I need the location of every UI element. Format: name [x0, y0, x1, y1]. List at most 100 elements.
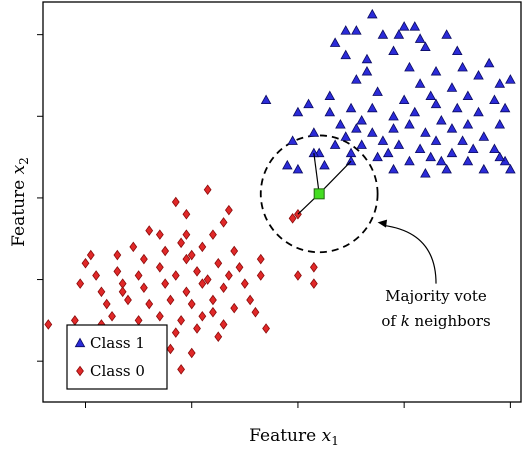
class-1-point-19 [446, 82, 458, 92]
class-0-point-51 [193, 323, 201, 334]
class-1-point-56 [393, 139, 405, 149]
class-0-point-16 [92, 270, 101, 281]
class-0-point-25 [76, 278, 85, 289]
class-1-point-38 [499, 102, 511, 113]
class-1-point-88 [282, 159, 293, 170]
class-1-point-12 [404, 61, 415, 72]
class-0-point-45 [177, 315, 185, 326]
class-0-point-43 [134, 315, 143, 326]
class-0-point-66 [182, 229, 191, 240]
class-1-point-71 [441, 163, 452, 174]
class-0-point-0 [203, 184, 212, 196]
class-1-point-69 [388, 163, 399, 174]
class-1-point-83 [425, 90, 436, 100]
class-0-point-35 [102, 298, 111, 310]
class-1-point-81 [340, 25, 352, 35]
class-1-point-0 [367, 8, 378, 19]
y-axis-label: Feature x2 [9, 157, 31, 247]
class-1-point-66 [425, 151, 436, 162]
class-1-point-40 [340, 131, 352, 141]
class-0-point-5 [155, 229, 164, 240]
class-0-point-24 [256, 253, 265, 265]
class-0-point-13 [161, 245, 170, 257]
class-1-point-50 [478, 131, 490, 141]
class-1-point-54 [356, 139, 367, 149]
class-0-point-31 [198, 278, 207, 289]
class-0-point-32 [219, 282, 228, 293]
class-1-point-63 [345, 147, 357, 158]
legend-diamond-icon [76, 365, 84, 377]
class-1-point-3 [329, 37, 341, 47]
class-0-point-50 [171, 327, 180, 338]
class-0-point-14 [182, 253, 191, 265]
annotation-arrow [383, 224, 437, 284]
axis-ticks [37, 34, 511, 408]
class-0-point-46 [198, 311, 207, 322]
class-0-point-26 [97, 286, 106, 298]
class-1-point-33 [409, 106, 421, 117]
class-1-point-65 [404, 155, 415, 166]
class-1-point-10 [451, 45, 463, 56]
class-1-point-18 [414, 78, 426, 88]
class-0-point-71 [288, 213, 297, 224]
class-0-point-42 [108, 311, 116, 322]
class-0-point-11 [129, 241, 138, 253]
class-0-point-52 [214, 331, 223, 342]
class-1-point-49 [462, 119, 474, 129]
class-1-point-2 [398, 21, 410, 31]
class-1-point-47 [446, 123, 458, 133]
class-0-point-1 [171, 196, 180, 208]
neighborhood-layer [259, 134, 379, 254]
class-0-point-4 [219, 217, 228, 228]
class-1-point-8 [388, 45, 399, 56]
annotation-line-2: of k neighbors [381, 312, 490, 330]
class-1-point-45 [420, 127, 431, 137]
class-1-point-59 [446, 147, 458, 158]
class-0-point-33 [240, 278, 249, 289]
class-0-point-76 [209, 306, 217, 318]
class-1-point-11 [361, 65, 373, 76]
class-0-point-20 [171, 270, 180, 281]
class-1-point-20 [473, 70, 484, 80]
class-1-point-86 [462, 90, 474, 100]
class-1-point-64 [372, 151, 383, 162]
annotation-line-1: Majority vote [385, 287, 487, 305]
class-1-point-25 [324, 90, 336, 100]
class-0-point-6 [177, 237, 185, 249]
class-1-point-74 [292, 163, 304, 174]
class-0-point-21 [193, 266, 201, 277]
class-1-point-73 [287, 135, 298, 145]
class-1-point-32 [398, 94, 410, 105]
class-1-point-58 [430, 135, 442, 145]
class-0-point-74 [145, 225, 154, 236]
class-1-point-34 [430, 98, 442, 109]
class-0-point-75 [187, 249, 196, 261]
legend-box [66, 324, 168, 390]
class-0-point-3 [182, 208, 191, 220]
class-1-point-82 [393, 29, 405, 39]
class-0-point-61 [70, 315, 79, 326]
class-1-point-79 [382, 147, 394, 158]
class-0-point-19 [155, 262, 164, 273]
class-1-point-35 [451, 102, 463, 113]
class-1-point-70 [420, 168, 431, 178]
class-0-point-9 [230, 245, 239, 257]
class-1-point-44 [404, 119, 415, 129]
class-1-point-5 [409, 21, 421, 31]
class-0-point-30 [182, 286, 191, 298]
class-1-point-60 [467, 143, 479, 154]
class-1-point-37 [489, 94, 500, 105]
class-1-point-28 [345, 102, 357, 113]
class-1-point-22 [505, 74, 516, 84]
class-1-point-43 [388, 123, 399, 133]
legend-triangle-icon [74, 337, 86, 348]
legend-markers [74, 337, 86, 377]
annotation-arrowhead [377, 219, 388, 228]
class-0-point-60 [44, 319, 53, 330]
class-1-point-53 [329, 139, 341, 149]
class-1-point-31 [388, 110, 399, 121]
plot-frame [42, 1, 522, 403]
class-1-point-36 [473, 106, 484, 117]
class-0-point-44 [155, 311, 164, 322]
class-1-point-72 [478, 163, 490, 174]
